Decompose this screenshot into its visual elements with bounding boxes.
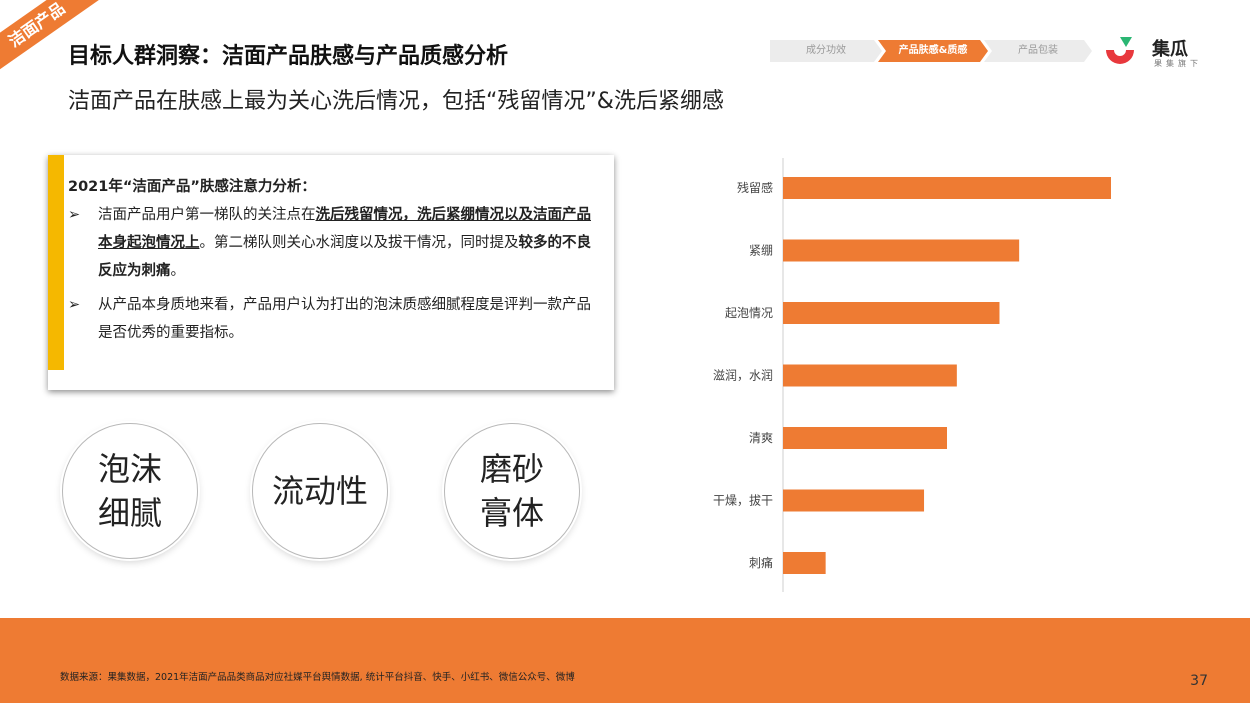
bar-2 [783, 302, 1000, 324]
circle-3-line-1: 磨砂 [479, 450, 544, 488]
circle-1-line-2: 细腻 [97, 494, 162, 532]
bar-5 [783, 489, 925, 512]
brand-logo: 集瓜 果集旗下 [1102, 34, 1222, 70]
bar-0 [783, 177, 1111, 199]
logo-subtitle: 果集旗下 [1154, 59, 1202, 68]
page-title: 目标人群洞察：洁面产品肤感与产品质感分析 [68, 44, 509, 69]
analysis-heading: 2021年“洁面产品”肤感注意力分析： [68, 179, 316, 195]
nav-step-ingredients[interactable]: 成分功效 [770, 40, 882, 62]
category-label-0: 残留感 [737, 180, 773, 195]
bullet-1-text-b: 。第二梯队则关心水润度以及拔干情况，同时提及 [199, 235, 519, 251]
analysis-box: 2021年“洁面产品”肤感注意力分析： ➢ 洁面产品用户第一梯队的关注点在洗后残… [48, 155, 614, 390]
category-label-6: 刺痛 [749, 555, 773, 570]
category-label-3: 滋润，水润 [713, 369, 773, 383]
bullet-1-strong: 较多的不良反应为刺痛 [98, 235, 591, 279]
data-source-note: 数据来源：果集数据，2021年洁面产品品类商品对应社媒平台舆情数据, 统计平台抖… [60, 672, 575, 683]
bullet-1-text-a: 洁面产品用户第一梯队的关注点在 [98, 207, 316, 223]
category-label-1: 紧绷 [749, 243, 773, 258]
analysis-bullet-1: ➢ 洁面产品用户第一梯队的关注点在洗后残留情况，洗后紧绷情况以及洁面产品本身起泡… [68, 201, 598, 285]
circle-scrub-paste: 磨砂 膏体 [444, 423, 580, 559]
nav-step-texture[interactable]: 产品肤感&质感 [878, 40, 988, 62]
bullet-1-emphasis: 洗后残留情况，洗后紧绷情况以及洁面产品本身起泡情况上 [98, 207, 591, 251]
circle-2-line-1: 流动性 [271, 472, 368, 510]
bar-1 [783, 239, 1020, 262]
bullet-arrow-icon: ➢ [68, 207, 81, 223]
category-label-4: 清爽 [749, 431, 773, 445]
circle-1-line-1: 泡沫 [97, 450, 162, 488]
bullet-1-text-c: 。 [170, 263, 186, 279]
bar-6 [783, 552, 826, 574]
circle-foam-fine: 泡沫 细腻 [62, 423, 198, 559]
circle-3-line-2: 膏体 [479, 494, 544, 532]
analysis-bullet-2: ➢ 从产品本身质地来看，产品用户认为打出的泡沫质感细腻程度是评判一款产品是否优秀… [68, 291, 598, 347]
bullet-arrow-icon: ➢ [68, 297, 81, 313]
bar-4 [783, 427, 947, 449]
logo-mark-icon [1106, 37, 1134, 64]
bar-3 [783, 364, 957, 387]
page-number: 37 [1190, 673, 1208, 689]
section-nav: 成分功效 产品肤感&质感 产品包装 [770, 40, 1088, 62]
bullet-2-text: 从产品本身质地来看，产品用户认为打出的泡沫质感细腻程度是评判一款产品是否优秀的重… [98, 297, 591, 341]
circle-fluidity: 流动性 [252, 423, 388, 559]
footer-band: 数据来源：果集数据，2021年洁面产品品类商品对应社媒平台舆情数据, 统计平台抖… [0, 618, 1250, 703]
logo-name: 集瓜 [1152, 39, 1188, 60]
analysis-accent-bar [48, 155, 64, 370]
nav-step-packaging[interactable]: 产品包装 [984, 40, 1092, 62]
page-subtitle: 洁面产品在肤感上最为关心洗后情况，包括“残留情况”&洗后紧绷感 [68, 89, 724, 114]
category-label-5: 干燥，拔干 [713, 493, 773, 508]
category-label-2: 起泡情况 [725, 306, 773, 320]
